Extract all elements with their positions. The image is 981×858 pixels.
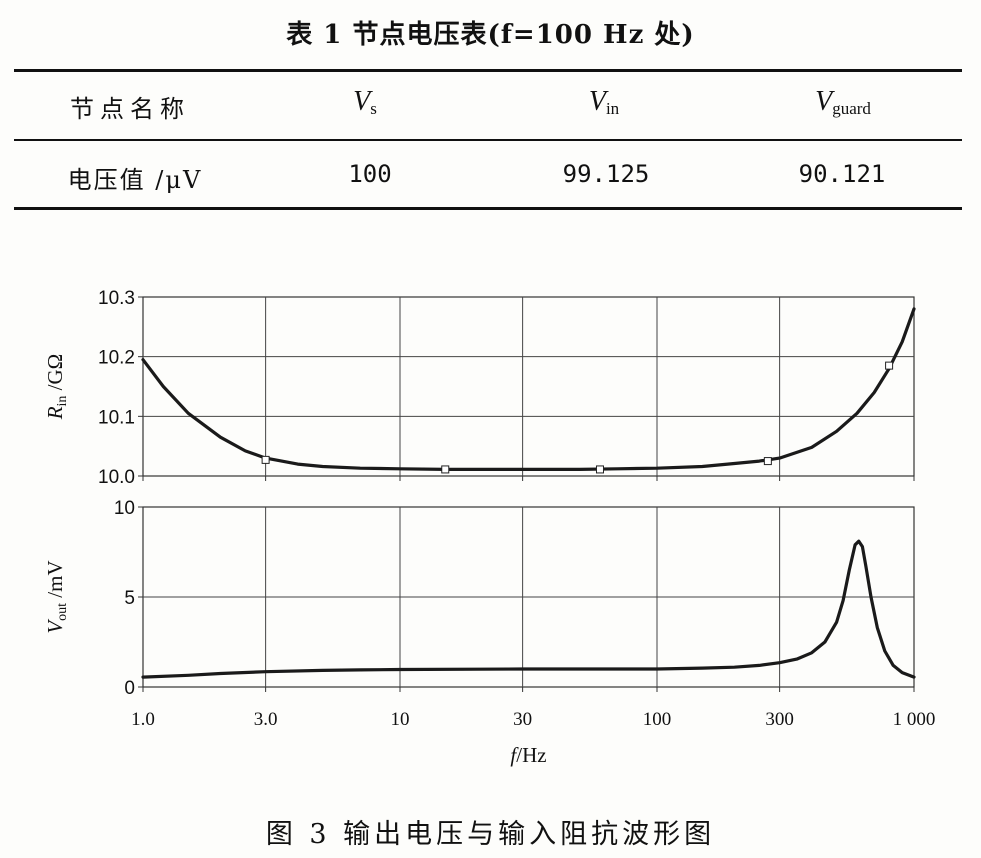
x-tick-label-5: 300 (765, 709, 794, 730)
header-vs: Vs (353, 86, 377, 118)
table-top-rule (14, 69, 962, 72)
header-vguard: Vguard (815, 86, 871, 118)
y-tick-label-0-0: 10.3 (98, 288, 135, 309)
data-marker-0 (261, 455, 270, 464)
row-label-voltage: 电压值 /μV (67, 166, 203, 194)
value-vs: 100 (348, 160, 392, 188)
y-tick-label-1-1: 5 (124, 588, 135, 609)
x-tick-label-6: 1 000 (893, 709, 936, 730)
figure-charts: 10.3 10.2 10.1 10.0 Rin /GΩ 10 5 0 Vout /mV 1.0 3.… (43, 288, 936, 767)
y-tick-label-0-2: 10.1 (98, 407, 135, 428)
data-marker-3 (763, 457, 772, 466)
data-marker-1 (441, 465, 450, 474)
value-vin: 99.125 (562, 160, 650, 188)
x-tick-label-2: 10 (391, 709, 410, 730)
x-tick-label-1: 3.0 (254, 709, 278, 730)
figure-caption: 图 3 输出电压与输入阻抗波形图 (265, 819, 716, 850)
y-axis-label-1: Vout /mV (43, 560, 70, 633)
value-vguard: 90.121 (798, 160, 886, 188)
series-line-1 (141, 539, 916, 679)
header-vin: Vin (588, 86, 620, 118)
data-marker-2 (595, 465, 604, 474)
x-tick-label-4: 100 (643, 709, 672, 730)
x-axis-label: f/Hz (510, 743, 546, 767)
y-axis-label-0: Rin /GΩ (43, 354, 70, 421)
y-tick-label-0-3: 10.0 (98, 467, 135, 488)
table-header-rule (14, 139, 962, 141)
y-tick-label-1-0: 10 (114, 498, 135, 519)
header-node-name: 节点名称 (70, 95, 190, 123)
series-line-0 (141, 307, 916, 471)
x-tick-label-0: 1.0 (131, 709, 155, 730)
y-tick-label-1-2: 0 (124, 678, 135, 699)
plot-frame-0 (142, 296, 915, 477)
y-tick-label-0-1: 10.2 (98, 348, 135, 369)
table-title: 表 1 节点电压表(f=100 Hz 处) (286, 20, 695, 50)
x-tick-label-3: 30 (513, 709, 532, 730)
data-marker-4 (885, 361, 894, 370)
table-bottom-rule (14, 207, 962, 210)
